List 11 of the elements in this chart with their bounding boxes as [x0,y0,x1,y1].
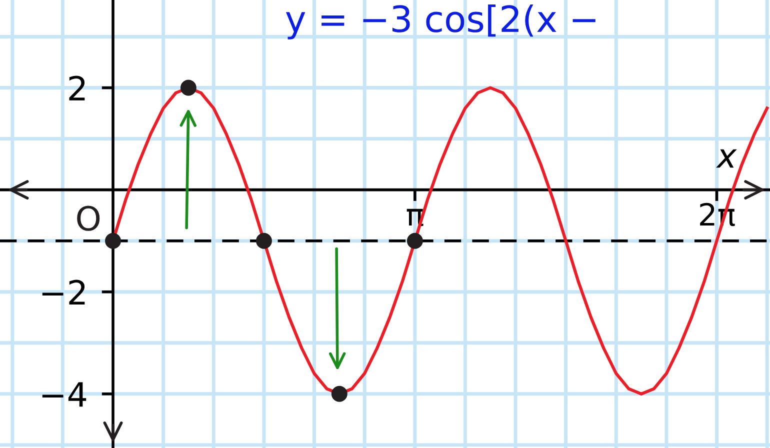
point [331,386,348,402]
annotation: y = −3 cos[2(x − [286,4,596,40]
y-tick-label: −4 [42,382,86,407]
y-tick-label: −2 [42,280,85,305]
annotation: O [77,206,100,231]
point [256,232,272,249]
point [180,80,196,96]
y-tick-label: 2 [69,76,85,100]
point [105,232,121,249]
x-axis-title: x [716,149,737,168]
point [406,232,423,249]
